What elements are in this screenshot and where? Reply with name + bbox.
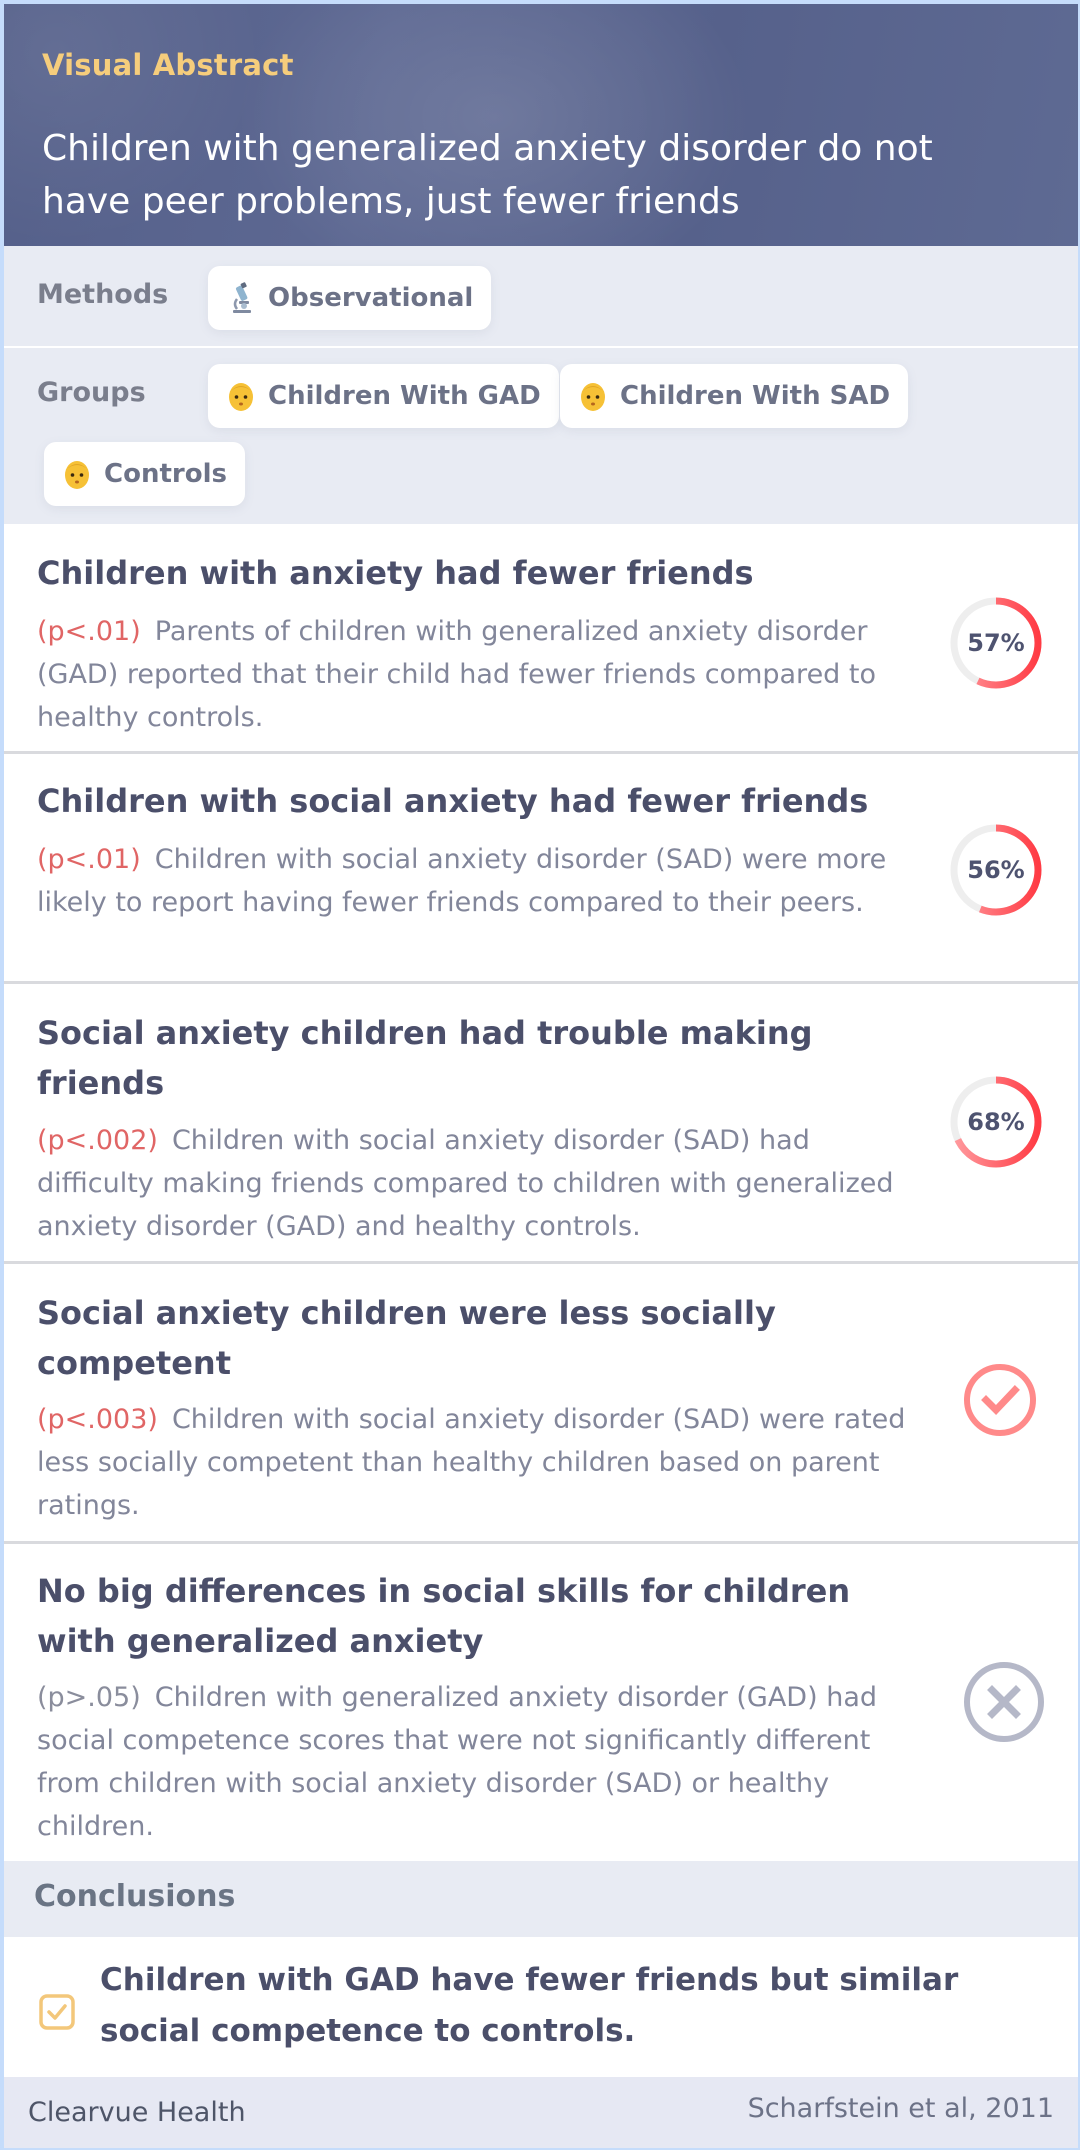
x-circle-icon [962,1660,1044,1742]
finding-title: Children with social anxiety had fewer f… [37,782,869,820]
chip-label: Children With GAD [268,381,541,411]
groups-section: Groups Children With GAD Children With S… [4,348,1078,524]
p-value: (p<.01) [37,844,141,875]
percent-ring: 56% [948,822,1044,918]
finding-body: (p<.01) Children with social anxiety diso… [37,838,907,924]
p-value: (p<.002) [37,1125,158,1156]
header-banner: Visual Abstract Children with generalize… [4,4,1078,246]
progress-ring-icon [950,1076,1042,1168]
finding-body: (p<.01) Parents of children with generali… [37,610,907,739]
eyebrow-label: Visual Abstract [42,48,294,82]
p-value: (p>.05) [37,1682,141,1713]
child-face-icon [578,380,608,412]
progress-ring-icon [950,597,1042,689]
conclusion-text: Children with GAD have fewer friends but… [100,1962,959,2049]
microscope-icon [226,282,256,314]
finding-card: No big differences in social skills for … [4,1544,1078,1861]
methods-section: Methods Observational [4,246,1078,346]
finding-description: Parents of children with generalized anx… [37,616,877,733]
method-chip-observational: Observational [208,266,492,330]
group-chip-gad: Children With GAD [208,364,559,428]
finding-title: Social anxiety children had trouble maki… [37,1014,813,1102]
percent-label: 68% [967,1108,1025,1136]
finding-title: Social anxiety children were less social… [37,1294,776,1382]
finding-card: Children with anxiety had fewer friends … [4,524,1078,754]
brand-name: Clearvue Health [28,2097,246,2128]
methods-label: Methods [37,279,169,310]
percent-label: 56% [967,856,1025,884]
finding-body: (p<.002) Children with social anxiety dis… [37,1119,907,1248]
child-face-icon [62,458,92,490]
finding-description: Children with social anxiety disorder (S… [37,1404,906,1521]
finding-title: Children with anxiety had fewer friends [37,554,754,592]
groups-label: Groups [37,377,146,408]
group-chip-controls: Controls [44,442,245,506]
finding-description: Children with generalized anxiety disord… [37,1682,878,1842]
conclusions-header: Conclusions [4,1861,1078,1937]
chip-label: Observational [268,283,474,313]
page-title: Children with generalized anxiety disord… [42,128,933,222]
p-value: (p<.01) [37,616,141,647]
finding-description: Children with social anxiety disorder (S… [37,1125,894,1242]
section-divider [4,346,1078,348]
finding-card: Children with social anxiety had fewer f… [4,754,1078,984]
visual-abstract-page: Visual Abstract Children with generalize… [4,4,1078,2148]
conclusions-label: Conclusions [34,1879,236,1914]
checkbox-checked-icon [38,1993,76,2031]
finding-body: (p>.05) Children with generalized anxiety… [37,1676,907,1848]
header-glow [4,4,264,246]
check-circle-icon [962,1362,1044,1444]
finding-card: Social anxiety children had trouble maki… [4,984,1078,1264]
chip-label: Children With SAD [620,381,891,411]
finding-body: (p<.003) Children with social anxiety dis… [37,1398,907,1527]
finding-title: No big differences in social skills for … [37,1572,851,1660]
group-chip-sad: Children With SAD [560,364,909,428]
conclusion-item: Children with GAD have fewer friends but… [4,1937,1078,2077]
percent-ring: 57% [948,595,1044,691]
chip-label: Controls [104,459,227,489]
citation: Scharfstein et al, 2011 [747,2093,1054,2124]
finding-description: Children with social anxiety disorder (S… [37,844,887,918]
finding-card: Social anxiety children were less social… [4,1264,1078,1544]
progress-ring-icon [950,824,1042,916]
footer: Clearvue Health Scharfstein et al, 2011 [4,2077,1078,2148]
percent-label: 57% [967,629,1025,657]
p-value: (p<.003) [37,1404,158,1435]
child-face-icon [226,380,256,412]
snowflake-background [234,4,754,246]
percent-ring: 68% [948,1074,1044,1170]
